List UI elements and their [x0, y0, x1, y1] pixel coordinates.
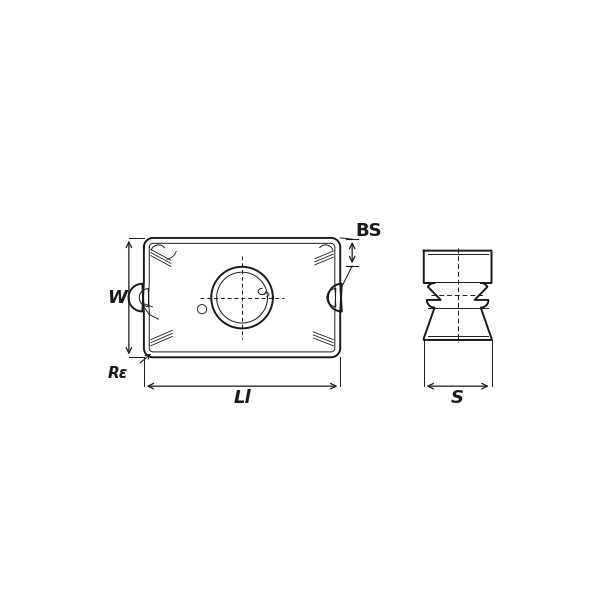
- Text: W: W: [107, 289, 127, 307]
- Text: S: S: [451, 389, 464, 407]
- Text: Rε: Rε: [108, 367, 128, 382]
- Text: BS: BS: [356, 222, 382, 240]
- Text: Ll: Ll: [233, 389, 251, 407]
